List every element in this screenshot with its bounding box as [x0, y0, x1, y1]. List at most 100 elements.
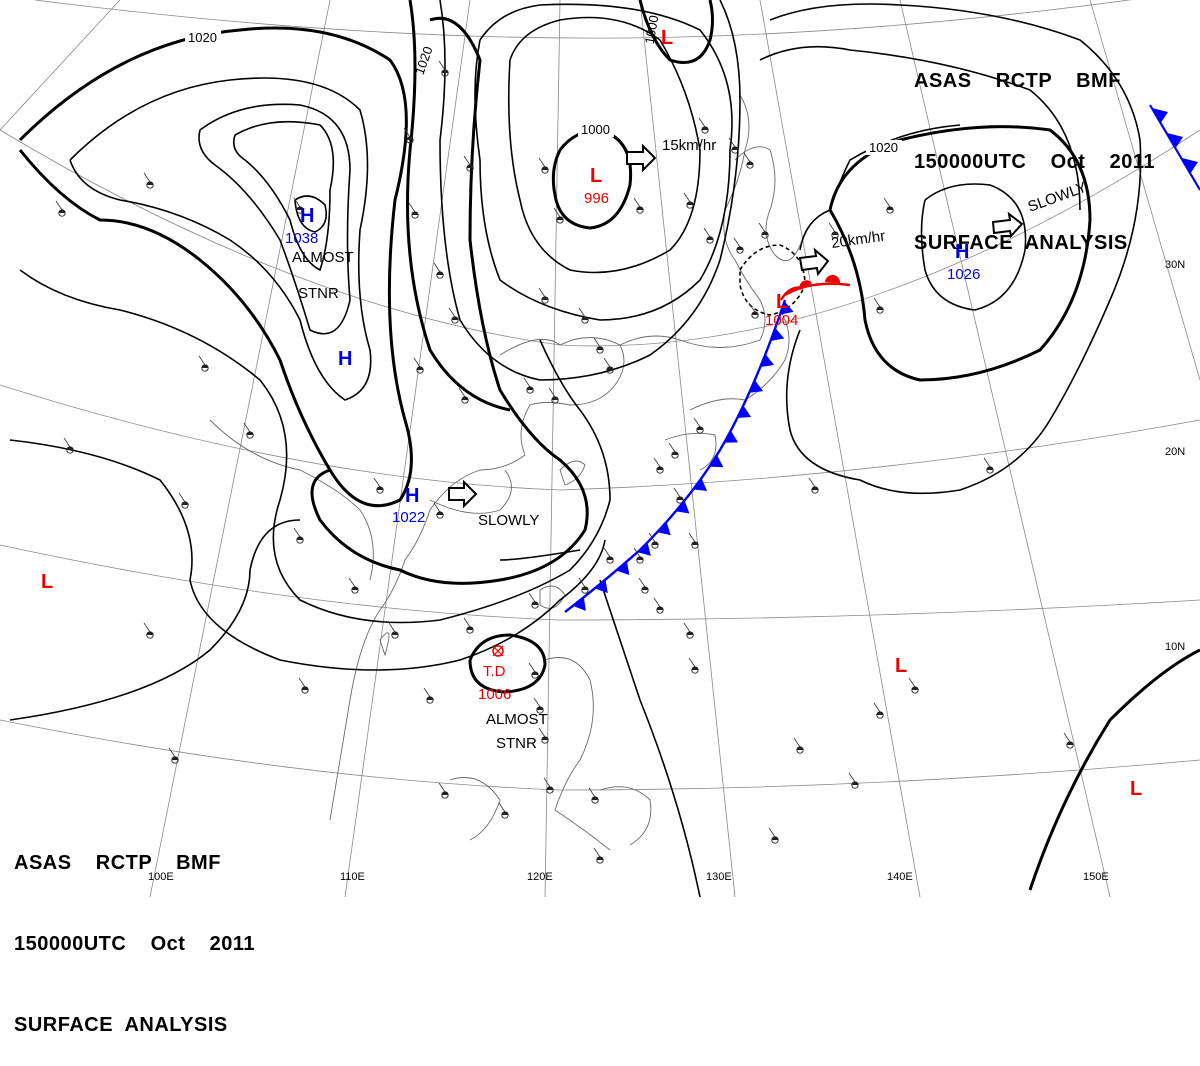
- station-wind-barb: [528, 592, 536, 603]
- station-cloud-cover: [696, 426, 704, 430]
- station-cloud-cover: [296, 206, 304, 210]
- high-1022-note: SLOWLY: [478, 512, 539, 529]
- station-wind-barb: [828, 222, 836, 233]
- station-cloud-cover: [596, 346, 604, 350]
- station-cloud-cover: [436, 271, 444, 275]
- station-cloud-cover: [596, 856, 604, 860]
- coastlines: [209, 94, 801, 851]
- high-1038-note2: STNR: [298, 285, 339, 302]
- station-cloud-cover: [301, 686, 309, 690]
- lat-lon-grid: [0, 0, 1200, 897]
- low-996-letter: L: [590, 165, 602, 187]
- isobar-1008-low996: [474, 3, 733, 321]
- station-cloud-cover: [886, 206, 894, 210]
- station-cloud-cover: [466, 626, 474, 630]
- station-cloud-cover: [656, 606, 664, 610]
- lon-label-110e: 110E: [340, 871, 365, 883]
- station-cloud-cover: [436, 511, 444, 515]
- station-cloud-cover: [536, 706, 544, 710]
- station-cloud-cover: [526, 386, 534, 390]
- station-cloud-cover: [416, 366, 424, 370]
- station-cloud-cover: [691, 666, 699, 670]
- station-wind-barb: [543, 777, 551, 788]
- station-cloud-cover: [66, 446, 74, 450]
- station-cloud-cover: [146, 181, 154, 185]
- cold-front-triangle: [709, 454, 724, 468]
- station-wind-barb: [633, 547, 641, 558]
- station-cloud-cover: [796, 746, 804, 750]
- station-wind-barb: [693, 417, 701, 428]
- cold-front-triangle: [693, 478, 708, 491]
- station-wind-barb: [758, 222, 766, 233]
- station-wind-barb: [528, 662, 536, 673]
- cold-front-triangle: [737, 405, 752, 419]
- low-east-1-letter: L: [895, 655, 907, 677]
- isobar-1004-low996: [507, 16, 701, 274]
- station-cloud-cover: [376, 486, 384, 490]
- lon-label-100e: 100E: [148, 871, 174, 883]
- station-wind-barb: [438, 60, 446, 71]
- isobar-1012-southeast: [599, 579, 701, 897]
- station-cloud-cover: [691, 541, 699, 545]
- station-wind-barb: [423, 687, 431, 698]
- low-1004-pressure: 1004: [765, 312, 798, 329]
- station-wind-barb: [768, 827, 776, 838]
- high-1038-note: ALMOST: [292, 249, 354, 266]
- station-cloud-cover: [686, 631, 694, 635]
- td-note2: STNR: [496, 735, 537, 752]
- station-cloud-cover: [706, 236, 714, 240]
- station-wind-barb: [523, 377, 531, 388]
- station-cloud-cover: [501, 811, 509, 815]
- station-wind-barb: [728, 137, 736, 148]
- station-cloud-cover: [581, 316, 589, 320]
- isobar-1016-east: [769, 3, 1142, 495]
- station-cloud-cover: [541, 736, 549, 740]
- header-top-line3: SURFACE ANALYSIS: [914, 232, 1128, 254]
- station-cloud-cover: [441, 69, 449, 73]
- isobar-1032-west: [232, 120, 335, 272]
- station-cloud-cover: [531, 601, 539, 605]
- station-wind-barb: [243, 422, 251, 433]
- isobar-1020-central: [310, 17, 589, 585]
- station-wind-barb: [698, 117, 706, 128]
- station-cloud-cover: [171, 756, 179, 760]
- low-996-motion: 15km/hr: [662, 137, 716, 154]
- isobar-1012-east: [759, 45, 1081, 211]
- header-bottom-line1: ASAS RCTP BMF: [14, 852, 221, 874]
- grid-labels: 100E 110E 120E 130E 140E 150E 30N 20N 10…: [148, 259, 1185, 883]
- high-1026-letter: H: [955, 241, 969, 263]
- station-wind-barb: [538, 287, 546, 298]
- arrow-high1026: [991, 211, 1024, 239]
- cold-front-triangle: [770, 327, 785, 341]
- station-wind-barb: [748, 302, 756, 313]
- station-wind-barb: [793, 737, 801, 748]
- station-wind-barb: [1063, 732, 1071, 743]
- station-wind-barb: [373, 477, 381, 488]
- station-cloud-cover: [641, 586, 649, 590]
- station-wind-barb: [538, 157, 546, 168]
- header-top-line1: ASAS RCTP BMF: [914, 70, 1121, 92]
- lat-label-20n: 20N: [1165, 446, 1185, 458]
- isobar-1008-south: [9, 519, 301, 721]
- isobar-label-1020-a: 1020: [188, 30, 217, 45]
- lon-label-140e: 140E: [887, 871, 913, 883]
- station-cloud-cover: [426, 696, 434, 700]
- station-wind-barb: [293, 197, 301, 208]
- station-cloud-cover: [636, 206, 644, 210]
- cold-front-triangle: [572, 597, 586, 611]
- td-note: ALMOST: [486, 711, 548, 728]
- station-wind-barb: [538, 727, 546, 738]
- station-cloud-cover: [1066, 741, 1074, 745]
- station-wind-barb: [983, 457, 991, 468]
- station-cloud-cover: [461, 396, 469, 400]
- header-bottom: ASAS RCTP BMF 150000UTC Oct 2011 SURFACE…: [14, 796, 255, 1066]
- station-wind-barb: [743, 152, 751, 163]
- station-wind-barb: [633, 197, 641, 208]
- station-cloud-cover: [181, 501, 189, 505]
- station-cloud-cover: [911, 686, 919, 690]
- station-cloud-cover: [736, 246, 744, 250]
- station-cloud-cover: [451, 316, 459, 320]
- isobar-labels: 1020 1020 1000 1000 1020: [185, 14, 902, 155]
- station-cloud-cover: [541, 166, 549, 170]
- station-wind-barb: [293, 527, 301, 538]
